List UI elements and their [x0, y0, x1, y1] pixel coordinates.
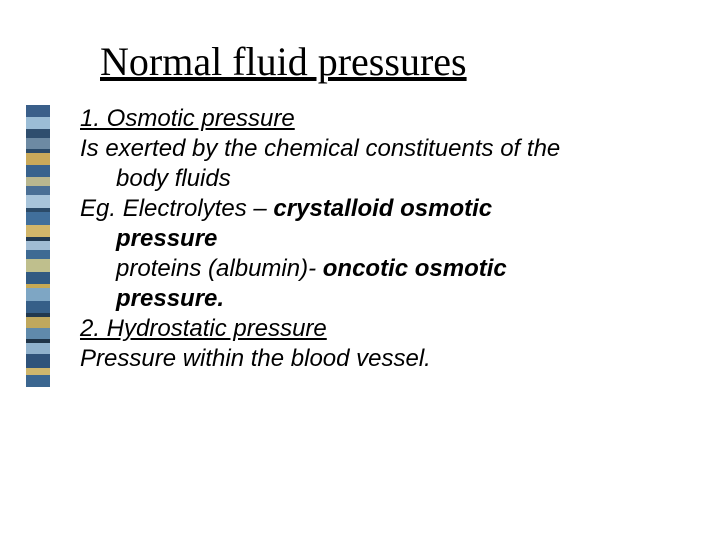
item-1-example-a-cont: pressure — [80, 224, 640, 254]
stripe — [26, 250, 50, 259]
example-a-prefix: Eg. Electrolytes – — [80, 195, 273, 222]
stripe — [26, 225, 50, 237]
stripe — [26, 272, 50, 284]
stripe — [26, 153, 50, 165]
stripe — [26, 117, 50, 129]
stripe — [26, 368, 50, 375]
item-1-example-b: proteins (albumin)- oncotic osmotic — [80, 254, 640, 284]
item-1-line-a: Is exerted by the chemical constituents … — [80, 134, 640, 164]
stripe — [26, 375, 50, 387]
stripe — [26, 288, 50, 301]
stripe — [26, 317, 50, 328]
stripe — [26, 301, 50, 313]
stripe — [26, 129, 50, 138]
slide-content: 1. Osmotic pressure Is exerted by the ch… — [80, 104, 640, 374]
stripe — [26, 354, 50, 368]
stripe — [26, 138, 50, 149]
stripe — [26, 186, 50, 195]
example-b-prefix: proteins (albumin)- — [116, 255, 323, 282]
stripe — [26, 328, 50, 339]
item-2-heading: 2. Hydrostatic pressure — [80, 314, 640, 344]
stripe — [26, 105, 50, 117]
stripe — [26, 343, 50, 354]
example-a-bold: crystalloid osmotic — [273, 195, 492, 222]
stripe — [26, 177, 50, 186]
stripe — [26, 165, 50, 177]
page-title: Normal fluid pressures — [100, 38, 467, 85]
stripe — [26, 259, 50, 272]
stripe — [26, 212, 50, 225]
stripe — [26, 241, 50, 250]
item-1-heading: 1. Osmotic pressure — [80, 104, 640, 134]
item-1-line-b: body fluids — [80, 164, 640, 194]
item-2-line: Pressure within the blood vessel. — [80, 344, 640, 374]
example-b-bold: oncotic osmotic — [323, 255, 507, 282]
stripe — [26, 195, 50, 208]
decorative-stripe-column — [26, 105, 50, 387]
item-1-example-a: Eg. Electrolytes – crystalloid osmotic — [80, 194, 640, 224]
item-1-example-b-cont: pressure. — [80, 284, 640, 314]
